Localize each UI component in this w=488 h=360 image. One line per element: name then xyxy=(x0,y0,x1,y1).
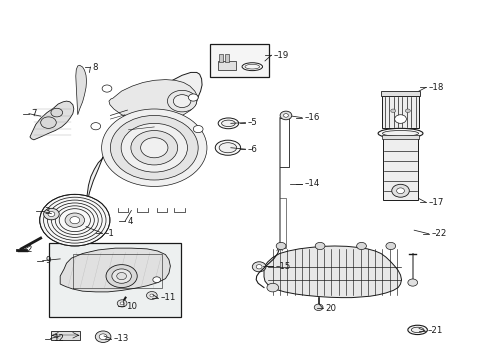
Circle shape xyxy=(385,242,395,249)
Circle shape xyxy=(146,292,157,300)
Text: –13: –13 xyxy=(113,334,128,343)
Circle shape xyxy=(43,208,59,220)
Bar xyxy=(381,135,418,139)
Circle shape xyxy=(51,108,62,117)
Circle shape xyxy=(40,194,110,246)
Circle shape xyxy=(390,109,395,113)
Circle shape xyxy=(276,242,285,249)
Circle shape xyxy=(102,85,112,92)
Polygon shape xyxy=(109,80,198,121)
Ellipse shape xyxy=(219,143,236,153)
Ellipse shape xyxy=(407,325,427,334)
Circle shape xyxy=(252,262,265,272)
Text: 8: 8 xyxy=(93,63,98,72)
Bar xyxy=(219,54,223,62)
Polygon shape xyxy=(30,101,74,140)
Text: –17: –17 xyxy=(427,198,443,207)
Circle shape xyxy=(266,283,278,292)
Circle shape xyxy=(102,109,206,186)
FancyBboxPatch shape xyxy=(210,44,268,77)
Circle shape xyxy=(394,115,406,123)
Circle shape xyxy=(110,116,198,180)
Circle shape xyxy=(356,242,366,249)
Text: –14: –14 xyxy=(304,179,319,188)
Circle shape xyxy=(315,242,325,249)
Polygon shape xyxy=(264,246,401,298)
Bar xyxy=(381,96,418,128)
Text: –11: –11 xyxy=(160,293,175,302)
Text: 4: 4 xyxy=(127,217,133,226)
Circle shape xyxy=(112,269,131,283)
Circle shape xyxy=(256,265,262,269)
Circle shape xyxy=(106,265,137,288)
Text: –21: –21 xyxy=(427,326,442,335)
Circle shape xyxy=(188,94,198,101)
Text: –18: –18 xyxy=(427,83,443,92)
Ellipse shape xyxy=(218,118,238,129)
Polygon shape xyxy=(86,72,202,209)
Circle shape xyxy=(95,331,111,342)
Text: –15: –15 xyxy=(275,262,290,271)
Ellipse shape xyxy=(382,131,418,136)
Ellipse shape xyxy=(377,129,422,138)
Bar xyxy=(224,54,228,62)
Text: 7: 7 xyxy=(31,109,37,118)
Text: 20: 20 xyxy=(325,303,335,312)
Circle shape xyxy=(48,212,55,217)
Circle shape xyxy=(314,304,323,311)
Text: –5: –5 xyxy=(247,118,257,127)
Circle shape xyxy=(173,95,190,108)
Text: 12: 12 xyxy=(53,334,64,343)
Text: –19: –19 xyxy=(273,51,288,60)
Circle shape xyxy=(91,123,101,130)
Circle shape xyxy=(117,300,127,307)
Circle shape xyxy=(41,117,56,129)
Circle shape xyxy=(391,184,408,197)
Bar xyxy=(382,138,417,200)
Text: 10: 10 xyxy=(126,302,137,311)
Circle shape xyxy=(396,188,404,194)
Circle shape xyxy=(405,109,409,113)
Ellipse shape xyxy=(221,120,235,127)
Circle shape xyxy=(283,114,288,117)
FancyBboxPatch shape xyxy=(49,243,181,317)
Circle shape xyxy=(150,294,154,297)
Circle shape xyxy=(70,217,80,224)
Text: –6: –6 xyxy=(247,145,257,154)
Ellipse shape xyxy=(410,327,423,333)
Circle shape xyxy=(153,277,160,283)
Polygon shape xyxy=(60,248,170,292)
Circle shape xyxy=(280,111,291,120)
Circle shape xyxy=(193,126,203,133)
Circle shape xyxy=(120,302,124,305)
Circle shape xyxy=(407,279,417,286)
Circle shape xyxy=(131,131,177,165)
Circle shape xyxy=(141,138,167,158)
Bar xyxy=(217,60,236,69)
Polygon shape xyxy=(76,65,86,115)
Circle shape xyxy=(99,334,107,339)
Circle shape xyxy=(65,213,84,227)
FancyBboxPatch shape xyxy=(51,331,80,339)
Text: 3: 3 xyxy=(44,207,50,216)
Text: 9: 9 xyxy=(45,256,50,265)
Text: –1: –1 xyxy=(104,229,114,238)
Circle shape xyxy=(167,90,196,112)
Text: 2: 2 xyxy=(26,246,32,255)
Text: –16: –16 xyxy=(304,113,319,122)
Circle shape xyxy=(121,123,187,172)
Circle shape xyxy=(117,273,126,280)
Text: –22: –22 xyxy=(430,229,446,238)
Bar xyxy=(380,91,419,96)
Ellipse shape xyxy=(215,140,240,155)
